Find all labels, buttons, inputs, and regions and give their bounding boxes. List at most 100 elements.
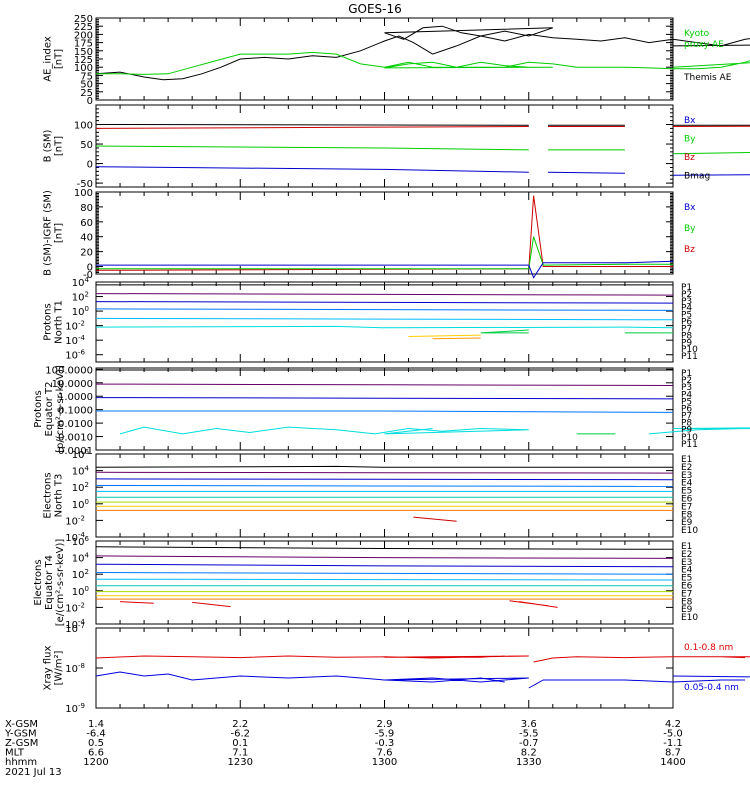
ephemeris-row-label: X-GSM <box>5 719 38 730</box>
series-line <box>95 124 750 126</box>
y-tick-label: 104 <box>72 276 90 289</box>
legend-entry: Bz <box>684 245 695 255</box>
series-line <box>95 308 674 311</box>
y-tick-label: 10-2 <box>65 601 85 614</box>
series-line <box>95 546 674 550</box>
legend-entry: E10 <box>681 526 698 536</box>
series-line <box>95 317 674 321</box>
legend-entry: P11 <box>681 352 698 362</box>
y-tick-label: 200 <box>74 30 93 41</box>
legend-entry: E7 <box>681 589 692 599</box>
legend-entry: P4 <box>681 304 692 314</box>
ephemeris-value: 1200 <box>83 757 108 768</box>
panel-frame <box>95 367 674 451</box>
ephemeris-value: 3.6 <box>521 719 537 730</box>
y-axis-label: [nT] <box>54 136 65 156</box>
legend-entry: E2 <box>681 463 692 473</box>
y-tick-label: 100 <box>72 305 89 318</box>
y-axis-label: Xray flux <box>43 646 54 691</box>
y-axis-label: North T1 <box>54 300 65 344</box>
series-line <box>95 485 674 487</box>
y-tick-label: -50 <box>77 179 93 190</box>
series-line <box>119 426 750 435</box>
ephemeris-value: 7.6 <box>377 748 393 759</box>
y-axis-label: [e/(cm²-s-sr-keV)] <box>55 539 66 627</box>
legend-entry: P2 <box>681 290 692 300</box>
y-tick-label: 100 <box>74 188 93 199</box>
y-tick-label: 106 <box>72 448 90 461</box>
ephemeris-value: -6.2 <box>230 729 250 740</box>
legend-entry: P1 <box>681 283 692 293</box>
ephemeris-value: -1.1 <box>663 738 683 749</box>
x-axis-ephemeris: X-GSM 1.4 2.2 2.9 3.6 4.2 Y-GSM -6.4 -6.2 -5.9 -5.… <box>4 719 686 768</box>
legend-entry: E3 <box>681 471 692 481</box>
series-line <box>95 383 674 386</box>
legend-entry: P7 <box>681 324 692 334</box>
legend-entry: E3 <box>681 558 692 568</box>
legend-entry: P5 <box>681 311 692 321</box>
ephemeris-value: 1230 <box>228 757 253 768</box>
y-tick-label: 104 <box>72 465 90 478</box>
legend-entry: E8 <box>681 510 693 520</box>
ephemeris-value: 1330 <box>516 757 541 768</box>
y-tick-label: 100 <box>72 498 89 511</box>
y-tick-label: 106 <box>72 535 90 548</box>
y-tick-label: 175 <box>74 39 93 50</box>
ephemeris-value: -5.0 <box>663 729 683 740</box>
y-tick-label: 10-9 <box>65 702 85 715</box>
legend-entry: P8 <box>681 331 692 341</box>
legend-entry: E5 <box>681 487 692 497</box>
y-axis-label: North T3 <box>54 474 65 518</box>
ephemeris-value: -6.4 <box>86 729 106 740</box>
y-tick-label: 10-6 <box>65 349 85 362</box>
series-line <box>95 465 673 468</box>
legend-entry: P9 <box>681 426 692 436</box>
ephemeris-value: 2.2 <box>232 719 248 730</box>
series-line <box>413 516 457 522</box>
panel-frame <box>95 540 674 625</box>
y-tick-label: 225 <box>74 22 93 33</box>
legend-entry: By <box>684 224 696 234</box>
panel-bsm: -50 0 50 100 B (SM) [nT] Bx By Bz Bmag <box>43 104 750 190</box>
y-tick-label: 25 <box>80 88 93 99</box>
panel-xray: 10-7 10-8 10-9 Xray flux [W/m²] 0.1-0.8 nm 0.0… <box>43 622 750 715</box>
series-line <box>95 578 674 581</box>
ephemeris-value: 4.2 <box>665 719 681 730</box>
y-tick-label: 100.0000 <box>45 365 93 376</box>
y-tick-label: -0 <box>83 270 93 281</box>
y-axis-label: Electrons <box>33 559 44 605</box>
series-line <box>95 671 750 689</box>
series-line <box>96 51 750 75</box>
legend-entry: P4 <box>681 390 692 400</box>
legend-entry: 0.1-0.8 nm <box>684 643 733 653</box>
y-tick-label: 102 <box>72 291 89 304</box>
panel-frame <box>95 17 674 101</box>
legend-entry: E4 <box>681 566 693 576</box>
series-line <box>95 145 750 155</box>
y-tick-label: 40 <box>80 233 93 244</box>
y-axis-label: Equator T2 <box>44 382 55 437</box>
y-tick-label: 1.0000 <box>58 392 93 403</box>
y-tick-label: 0.0100 <box>58 419 93 430</box>
series-line <box>432 337 481 340</box>
panel-frame <box>95 191 674 275</box>
series-line <box>95 478 674 481</box>
y-tick-label: 10-7 <box>65 622 85 635</box>
ephemeris-value: 1.4 <box>88 719 104 730</box>
legend-entry: E1 <box>681 542 692 552</box>
ephemeris-row-label: MLT <box>5 748 25 759</box>
legend-entry: P10 <box>681 433 698 443</box>
series-line <box>96 410 674 413</box>
legend-entry: P8 <box>681 419 692 429</box>
y-tick-label: 10-8 <box>65 662 85 675</box>
legend-entry: 0.05-0.4 nm <box>684 683 739 693</box>
legend-entry: E9 <box>681 518 693 528</box>
y-tick-label: 104 <box>72 552 90 565</box>
ephemeris-value: -0.7 <box>519 738 539 749</box>
y-axis-label: Equator T4 <box>44 555 55 610</box>
series-line <box>95 397 674 400</box>
legend-entry: Themis AE <box>683 73 732 83</box>
